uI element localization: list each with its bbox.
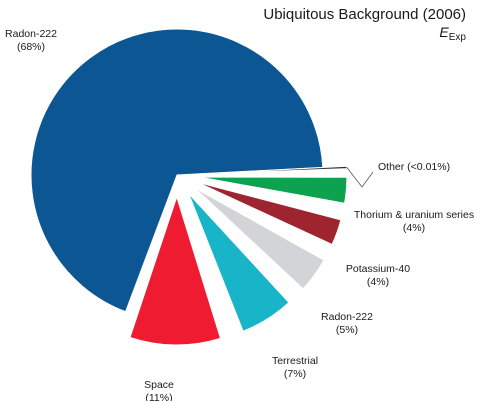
chart-subtitle-sub: Exp xyxy=(449,32,467,43)
slice-label-6: Other (<0.01%) xyxy=(378,161,450,173)
slice-label-name-2: Terrestrial xyxy=(272,355,318,367)
chart-subtitle-main: E xyxy=(439,24,449,40)
pie-slice-2 xyxy=(188,193,290,332)
slice-label-3: Radon-222 (5%) xyxy=(321,311,373,336)
pie-slice-0 xyxy=(30,28,324,313)
slice-label-pct-3: (5%) xyxy=(336,324,358,336)
slice-label-name-3: Radon-222 xyxy=(321,311,373,323)
pie-slice-1 xyxy=(129,195,222,346)
pie-slice-5 xyxy=(198,176,348,204)
slice-label-2: Terrestrial (7%) xyxy=(272,355,318,380)
slice-label-name-0: Radon-222 xyxy=(5,28,57,40)
slice-label-pct-5: (4%) xyxy=(403,222,425,234)
chart-subtitle: EExp xyxy=(439,24,466,43)
slice-label-0: Radon-222 (68%) xyxy=(5,28,57,53)
slice-label-4: Potassium-40 (4%) xyxy=(346,263,410,288)
pie-slices xyxy=(30,28,348,346)
other-leader-line xyxy=(346,167,374,188)
slice-label-5: Thorium & uranium series (4%) xyxy=(354,209,474,234)
slice-label-name-4: Potassium-40 xyxy=(346,263,410,275)
slice-label-pct-2: (7%) xyxy=(284,368,306,380)
slice-label-1: Space (11%) xyxy=(144,379,174,401)
pie-labels: Radon-222 (68%)Space (11%)Terrestrial (7%)R… xyxy=(5,28,474,401)
slice-label-pct-0: (68%) xyxy=(17,41,45,53)
slice-label-name-6: Other (<0.01%) xyxy=(378,161,450,173)
slice-label-name-5: Thorium & uranium series xyxy=(354,209,474,221)
pie-slice-4 xyxy=(197,181,342,246)
chart-title: Ubiquitous Background (2006) xyxy=(263,6,466,23)
pie-slice-3 xyxy=(194,187,325,290)
slice-label-name-1: Space xyxy=(144,379,174,391)
slice-label-pct-4: (4%) xyxy=(367,276,389,288)
slice-label-pct-1: (11%) xyxy=(145,392,172,401)
